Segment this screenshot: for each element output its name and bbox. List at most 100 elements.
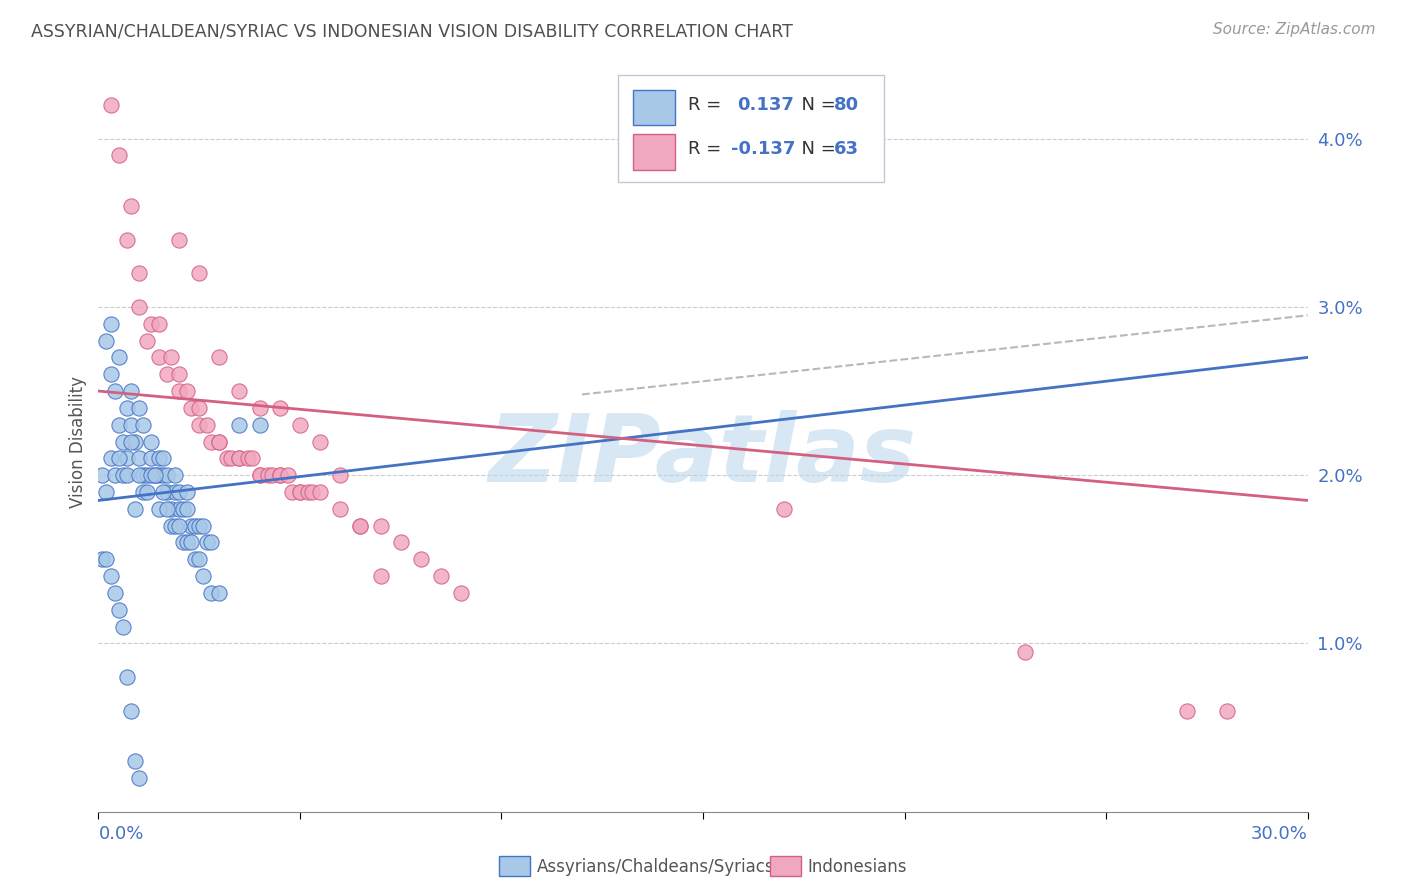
Point [139,468,162,483]
Point [249,468,271,483]
Point [135,468,157,483]
Text: 63: 63 [834,140,859,158]
Point [100,451,122,466]
Point [772,501,794,516]
Point [96,485,118,500]
Point [156,368,179,382]
Point [96,334,118,348]
Point [100,368,122,382]
Point [240,451,263,466]
Point [249,417,271,432]
Point [176,501,198,516]
Point [200,535,222,549]
Point [139,434,162,449]
Point [288,485,311,500]
Point [100,98,122,112]
Point [269,401,291,415]
Point [143,468,166,483]
Text: ZIPatlas: ZIPatlas [489,410,917,502]
Point [184,518,207,533]
Point [167,233,190,247]
Point [200,586,222,600]
Point [111,434,134,449]
Y-axis label: Vision Disability: Vision Disability [69,376,87,508]
Point [120,417,142,432]
Text: N =: N = [790,140,842,158]
Point [107,603,129,617]
Point [301,485,323,500]
Point [236,451,259,466]
Point [115,451,138,466]
Point [139,317,162,331]
Point [143,468,166,483]
Point [349,518,371,533]
Point [176,485,198,500]
Point [163,485,186,500]
Point [195,417,218,432]
Point [249,401,271,415]
Point [128,451,150,466]
Point [180,401,202,415]
Point [100,569,122,583]
Point [409,552,432,566]
Point [107,148,129,162]
Point [370,518,392,533]
Point [167,384,190,398]
Point [156,485,179,500]
Point [167,368,190,382]
Point [1014,645,1036,659]
Point [120,199,142,213]
Text: ASSYRIAN/CHALDEAN/SYRIAC VS INDONESIAN VISION DISABILITY CORRELATION CHART: ASSYRIAN/CHALDEAN/SYRIAC VS INDONESIAN V… [31,22,793,40]
Point [96,552,118,566]
Point [128,468,150,483]
Point [107,351,129,365]
Point [163,518,186,533]
Point [228,384,250,398]
Point [1175,704,1198,718]
Point [188,401,211,415]
Point [208,434,231,449]
Point [193,569,215,583]
Text: 80: 80 [834,95,859,113]
Text: R =: R = [689,140,727,158]
Point [120,704,142,718]
Text: Assyrians/Chaldeans/Syriacs: Assyrians/Chaldeans/Syriacs [537,858,775,876]
Point [195,535,218,549]
Point [160,501,183,516]
Point [124,434,146,449]
Point [111,619,134,633]
Point [269,468,291,483]
Text: R =: R = [689,95,734,113]
Point [297,485,319,500]
Point [200,434,222,449]
Point [148,317,170,331]
Point [450,586,472,600]
FancyBboxPatch shape [633,135,675,169]
Point [288,417,311,432]
Point [188,266,211,280]
Point [176,535,198,549]
Point [288,485,311,500]
Point [115,233,138,247]
Point [111,468,134,483]
Point [249,468,271,483]
Text: 30.0%: 30.0% [1251,825,1308,843]
Point [167,518,190,533]
Point [188,417,211,432]
Point [148,451,170,466]
Point [132,485,155,500]
Point [329,501,352,516]
Point [180,518,202,533]
Point [172,535,194,549]
Point [1216,704,1239,718]
Point [160,351,183,365]
Point [172,501,194,516]
Point [309,485,332,500]
Point [103,468,125,483]
Point [256,468,278,483]
Point [115,401,138,415]
Point [103,384,125,398]
Point [260,468,283,483]
Point [370,569,392,583]
Point [180,535,202,549]
